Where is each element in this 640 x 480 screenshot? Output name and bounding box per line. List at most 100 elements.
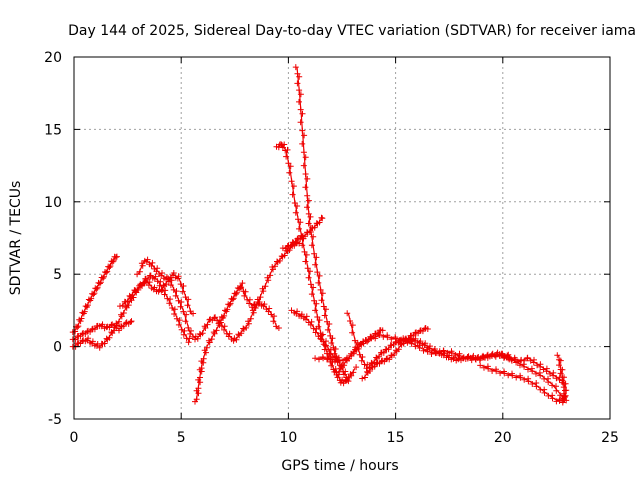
data-point	[180, 308, 187, 315]
data-point	[549, 395, 556, 402]
data-point	[84, 302, 91, 309]
data-point	[265, 308, 272, 315]
data-point	[238, 284, 245, 291]
chart-title: Day 144 of 2025, Sidereal Day-to-day VTE…	[68, 23, 636, 39]
data-point	[91, 290, 98, 297]
data-point	[537, 363, 544, 370]
data-point	[303, 316, 309, 323]
data-point	[329, 335, 336, 342]
series-track-11	[312, 331, 567, 400]
data-point	[78, 315, 85, 322]
data-point	[481, 364, 487, 371]
data-point	[556, 362, 562, 369]
data-point	[332, 353, 339, 360]
data-point	[384, 334, 391, 341]
axis-ticks: 0 5 10 15 20 25 -5 0 5 10 15 20	[44, 50, 619, 446]
data-point	[134, 286, 141, 293]
data-point	[314, 314, 321, 320]
data-point	[276, 257, 283, 264]
data-point	[96, 344, 103, 351]
data-point	[178, 326, 185, 333]
data-point	[557, 357, 564, 364]
data-point	[350, 350, 357, 357]
data-point	[93, 285, 100, 292]
data-point	[179, 288, 186, 295]
data-point	[146, 279, 153, 286]
data-point	[322, 342, 329, 349]
data-point	[169, 305, 176, 311]
data-point	[357, 341, 364, 348]
series-track-15	[477, 362, 570, 406]
data-point	[170, 286, 177, 293]
grid	[74, 57, 610, 419]
data-point	[225, 333, 232, 340]
data-point	[412, 343, 419, 350]
data-point	[130, 294, 137, 301]
data-point	[556, 376, 563, 383]
data-point	[126, 292, 133, 299]
data-point	[308, 242, 315, 249]
data-point	[492, 353, 499, 360]
data-point	[190, 310, 197, 317]
data-point	[347, 318, 353, 324]
series-track-13	[333, 327, 386, 376]
data-point	[373, 354, 380, 361]
data-point	[311, 297, 318, 304]
data-point	[77, 318, 84, 325]
data-point	[177, 303, 184, 310]
data-point	[324, 326, 331, 333]
data-point	[376, 353, 382, 360]
y-tick-label: 20	[44, 50, 62, 66]
data-point	[181, 327, 188, 334]
data-point	[286, 247, 293, 254]
data-point	[541, 389, 548, 396]
data-point	[284, 146, 291, 153]
data-point	[287, 243, 294, 250]
data-point	[561, 396, 567, 402]
data-point	[305, 197, 312, 204]
data-point	[161, 291, 168, 298]
data-point	[167, 282, 174, 289]
data-point	[166, 300, 173, 307]
data-point	[178, 299, 185, 305]
data-point	[525, 378, 532, 385]
data-point	[323, 338, 329, 345]
data-point	[484, 352, 491, 359]
data-point	[371, 363, 378, 370]
data-point	[180, 283, 187, 289]
data-point	[549, 382, 556, 389]
data-point	[342, 368, 349, 375]
data-point	[501, 353, 508, 360]
data-point	[296, 73, 303, 80]
data-point	[213, 327, 220, 334]
data-point	[288, 178, 295, 185]
data-point	[308, 318, 315, 325]
series-track-9	[279, 214, 326, 252]
data-point	[319, 290, 326, 297]
series-track-3	[69, 272, 193, 351]
data-point	[525, 366, 531, 373]
data-point	[318, 332, 325, 339]
data-point	[307, 268, 313, 275]
data-point	[313, 300, 320, 307]
data-point	[521, 363, 528, 370]
data-point	[560, 384, 567, 391]
data-point	[247, 315, 254, 322]
data-point	[158, 272, 165, 279]
data-point	[307, 213, 314, 220]
data-point	[521, 357, 528, 364]
data-point	[343, 356, 350, 363]
data-point	[316, 356, 322, 363]
data-point	[474, 354, 481, 361]
data-point	[116, 318, 122, 325]
data-point	[184, 302, 191, 309]
data-point	[175, 321, 182, 328]
data-point	[310, 284, 317, 291]
data-point	[163, 281, 170, 288]
data-point	[101, 273, 107, 280]
data-point	[100, 275, 107, 282]
data-point	[554, 352, 561, 359]
data-point	[246, 296, 253, 303]
data-point	[317, 335, 324, 342]
data-point	[517, 362, 523, 369]
